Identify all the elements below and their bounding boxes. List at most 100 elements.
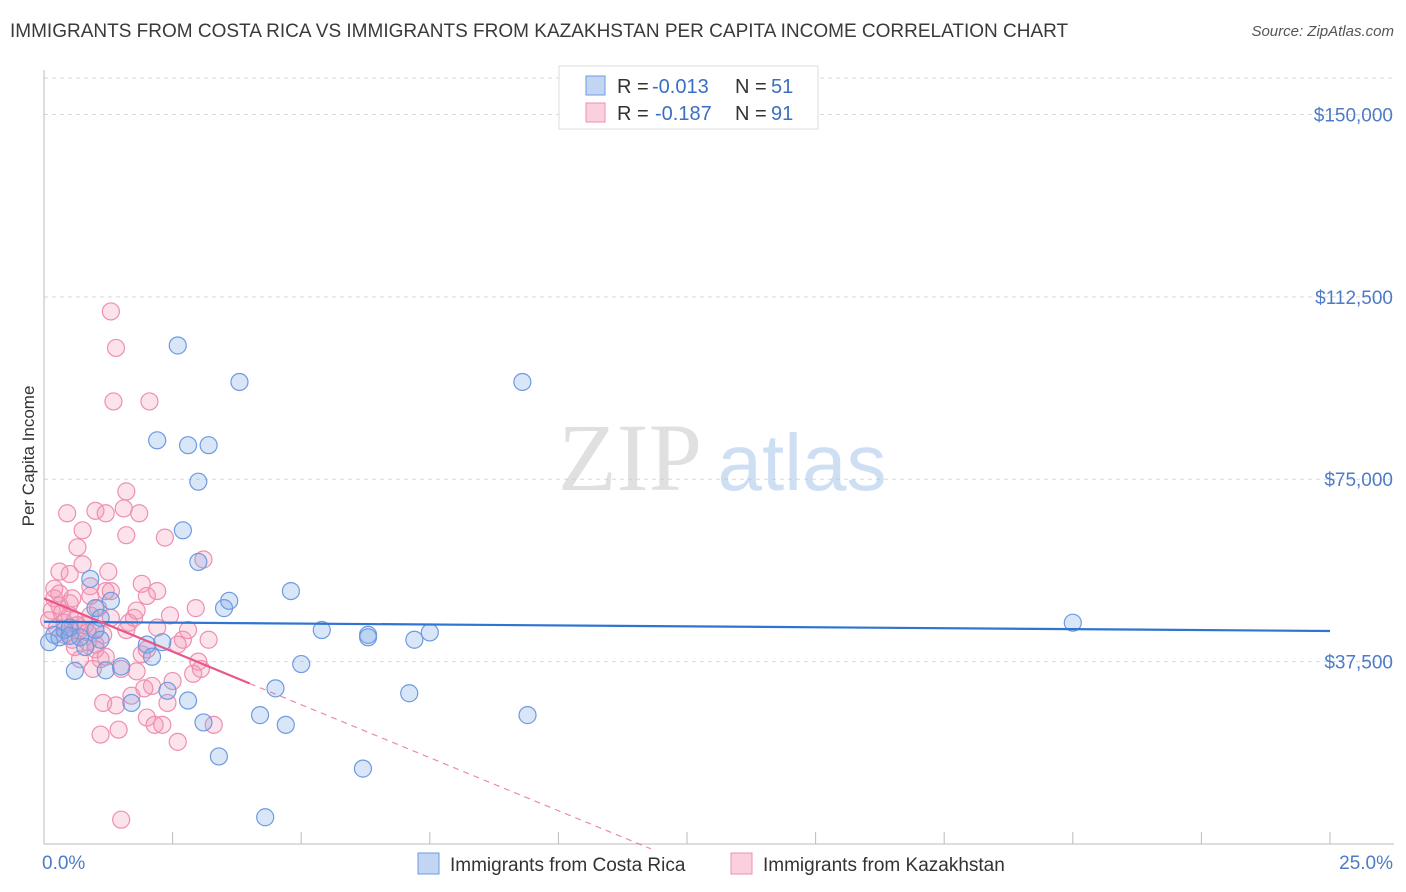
legend-n-value-blue: 51 — [771, 76, 793, 98]
point-costa-rica — [420, 623, 439, 642]
point-kazakhstan — [199, 630, 218, 649]
point-kazakhstan — [112, 810, 131, 829]
chart-title: IMMIGRANTS FROM COSTA RICA VS IMMIGRANTS… — [10, 21, 1069, 42]
legend-r-label-blue: R = — [617, 76, 649, 98]
point-costa-rica — [199, 436, 218, 455]
point-costa-rica — [292, 654, 311, 674]
point-kazakhstan — [101, 302, 120, 321]
point-costa-rica — [86, 599, 105, 618]
point-costa-rica — [358, 628, 378, 647]
x-tick-marks — [43, 832, 1331, 844]
legend-n-label-blue: N = — [735, 76, 767, 98]
point-costa-rica — [65, 661, 84, 680]
legend-n-value-pink: 91 — [771, 103, 793, 125]
point-kazakhstan — [130, 504, 149, 523]
point-costa-rica — [189, 552, 208, 572]
point-costa-rica — [112, 657, 131, 676]
point-costa-rica — [400, 684, 419, 703]
point-kazakhstan — [178, 620, 198, 640]
y-tick-label: $150,000 — [1314, 105, 1393, 126]
point-costa-rica — [353, 759, 373, 778]
point-kazakhstan — [145, 715, 164, 734]
point-kazakhstan — [127, 601, 146, 620]
point-costa-rica — [405, 630, 424, 649]
trend-line-costa-rica — [43, 620, 1331, 633]
bottom-legend-swatch-blue — [417, 852, 440, 875]
point-costa-rica — [209, 747, 228, 766]
point-kazakhstan — [106, 696, 126, 715]
point-kazakhstan — [160, 606, 180, 625]
legend-r-value-blue: -0.013 — [652, 76, 709, 98]
point-kazakhstan — [99, 562, 118, 581]
point-costa-rica — [256, 808, 275, 827]
point-kazakhstan — [137, 708, 156, 727]
point-costa-rica — [178, 691, 198, 710]
legend-r-label-pink: R = — [617, 103, 649, 125]
bottom-legend-swatch-pink — [730, 852, 753, 875]
point-kazakhstan — [148, 581, 167, 601]
legend-swatch-blue — [585, 75, 606, 96]
point-kazakhstan — [96, 647, 115, 666]
point-kazakhstan — [73, 555, 92, 574]
point-kazakhstan — [153, 715, 172, 734]
point-kazakhstan — [60, 564, 79, 584]
point-kazakhstan — [137, 586, 156, 606]
point-costa-rica — [518, 706, 537, 725]
point-kazakhstan — [155, 528, 174, 547]
point-kazakhstan — [117, 482, 136, 501]
point-kazakhstan — [96, 504, 115, 523]
watermark-atlas: atlas — [718, 418, 887, 507]
point-kazakhstan — [140, 392, 159, 411]
point-costa-rica — [60, 626, 79, 645]
axes — [43, 70, 1394, 845]
point-kazakhstan — [58, 504, 77, 523]
trend-line-kazakhstan-extension — [249, 682, 652, 850]
point-costa-rica — [220, 591, 239, 610]
point-costa-rica — [194, 713, 213, 732]
point-kazakhstan — [117, 526, 136, 545]
point-costa-rica — [230, 372, 249, 392]
point-kazakhstan — [163, 671, 182, 691]
point-kazakhstan — [101, 581, 120, 601]
point-kazakhstan — [173, 630, 192, 649]
point-costa-rica — [158, 681, 177, 700]
legend-r-value-pink: -0.187 — [655, 103, 712, 125]
chart-source: Source: ZipAtlas.com — [1251, 23, 1394, 40]
point-costa-rica — [1063, 613, 1082, 632]
point-kazakhstan — [186, 599, 205, 618]
point-costa-rica — [189, 472, 208, 491]
point-costa-rica — [91, 630, 110, 649]
y-tick-label: $112,500 — [1315, 288, 1393, 309]
y-tick-label: $75,000 — [1324, 470, 1393, 491]
point-costa-rica — [312, 620, 331, 640]
watermark-zip: ZIP — [558, 404, 702, 511]
series-legend: Immigrants from Costa Rica Immigrants fr… — [417, 852, 1005, 876]
bottom-legend-label-pink: Immigrants from Kazakhstan — [763, 855, 1005, 876]
point-costa-rica — [142, 647, 162, 666]
x-tick-label-max: 25.0% — [1339, 853, 1393, 874]
legend-n-label-pink: N = — [735, 103, 767, 125]
stats-legend: R = -0.013 N = 51 R = -0.187 N = 91 — [558, 65, 819, 130]
point-costa-rica — [173, 521, 192, 540]
point-kazakhstan — [168, 732, 187, 751]
point-kazakhstan — [91, 725, 110, 744]
gridlines — [44, 77, 1394, 663]
point-costa-rica — [250, 706, 270, 725]
point-costa-rica — [513, 372, 532, 392]
bottom-legend-label-blue: Immigrants from Costa Rica — [450, 855, 686, 876]
y-tick-labels: $37,500 $75,000 $112,500 $150,000 — [1314, 105, 1393, 673]
point-kazakhstan — [127, 662, 146, 681]
point-costa-rica — [122, 693, 141, 713]
point-kazakhstan — [104, 392, 123, 411]
y-tick-label: $37,500 — [1324, 653, 1393, 674]
point-costa-rica — [276, 715, 295, 734]
point-costa-rica — [81, 569, 100, 589]
point-kazakhstan — [114, 499, 133, 518]
point-kazakhstan — [73, 521, 92, 540]
point-costa-rica — [148, 431, 167, 450]
point-costa-rica — [178, 436, 198, 455]
point-kazakhstan — [45, 579, 64, 598]
point-costa-rica — [86, 620, 105, 640]
x-tick-label-min: 0.0% — [42, 853, 85, 874]
